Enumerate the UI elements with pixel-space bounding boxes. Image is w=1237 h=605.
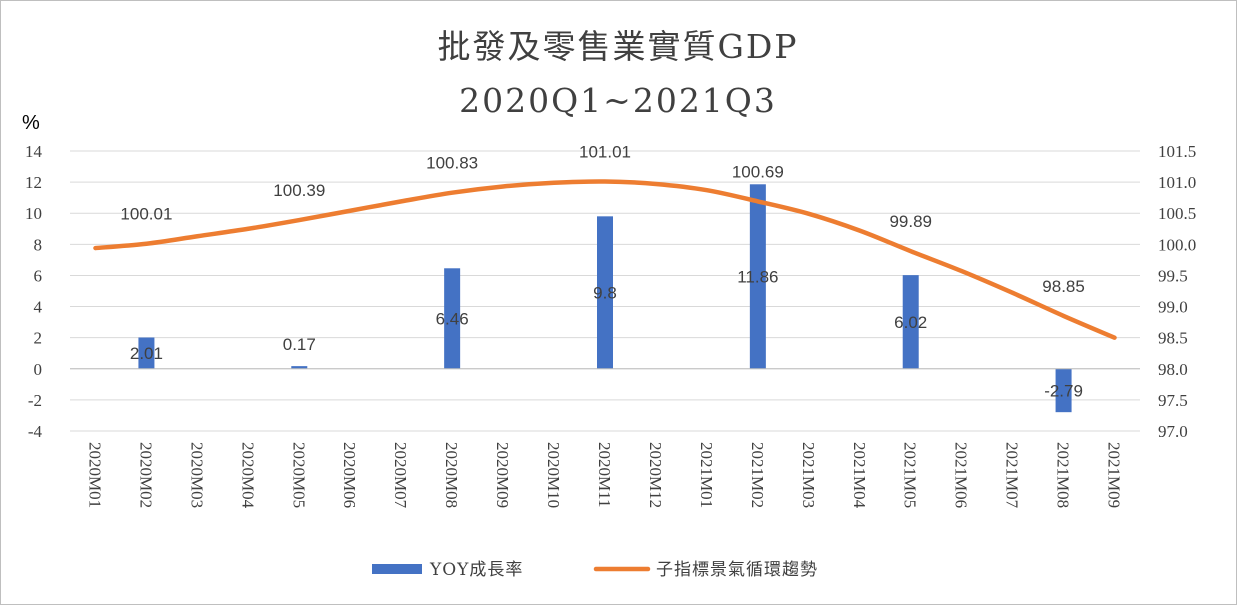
y-right-tick-label: 99.0 — [1158, 298, 1188, 317]
y-right-tick-label: 98.0 — [1158, 360, 1188, 379]
y-left-tick-label: 8 — [34, 235, 43, 254]
y-right-tick-label: 97.5 — [1158, 391, 1188, 410]
x-tick-label: 2021M07 — [1003, 442, 1022, 509]
y-right-tick-label: 101.5 — [1158, 142, 1196, 161]
x-tick-label: 2020M03 — [187, 442, 206, 508]
bar-data-label: 0.17 — [283, 335, 316, 354]
line-data-label: 100.39 — [273, 181, 325, 200]
y-left-tick-label: 4 — [34, 298, 43, 317]
x-tick-label: 2020M09 — [493, 442, 512, 508]
x-tick-label: 2020M06 — [340, 442, 359, 508]
x-tick-label: 2021M08 — [1054, 442, 1073, 508]
trend-line — [93, 179, 1117, 340]
bar-data-label: 11.86 — [737, 268, 778, 287]
legend-bar-swatch — [372, 564, 422, 574]
y-right-tick-label: 99.5 — [1158, 266, 1188, 285]
y-left-tick-label: 12 — [25, 173, 42, 192]
x-tick-label: 2021M06 — [952, 442, 971, 508]
x-tick-label: 2020M07 — [391, 442, 410, 509]
y-right-tick-label: 101.0 — [1158, 173, 1196, 192]
line-data-label: 98.85 — [1042, 277, 1085, 296]
y-left-tick-label: 2 — [34, 329, 43, 348]
bar-data-label: 6.02 — [894, 313, 927, 332]
y-left-tick-label: -4 — [28, 422, 43, 441]
y-left-tick-label: 14 — [25, 142, 43, 161]
bar-data-label: -2.79 — [1044, 381, 1083, 400]
y-right-tick-label: 98.5 — [1158, 329, 1188, 348]
x-tick-label: 2020M02 — [136, 442, 155, 508]
legend-bar-label: YOY成長率 — [429, 560, 523, 580]
bar — [138, 337, 155, 369]
line-data-label: 100.83 — [426, 154, 478, 173]
chart-title: 批發及零售業實質GDP — [437, 27, 798, 66]
x-tick-label: 2021M03 — [799, 442, 818, 508]
y-left-unit: % — [22, 112, 40, 134]
bar — [1055, 368, 1072, 413]
line-data-label: 100.69 — [732, 162, 784, 181]
y-left-tick-label: 10 — [25, 204, 42, 223]
bar — [444, 268, 461, 369]
x-tick-label: 2021M05 — [901, 442, 920, 508]
y-left-tick-label: 0 — [34, 360, 43, 379]
y-left-tick-label: -2 — [28, 391, 42, 410]
x-tick-label: 2020M08 — [442, 442, 461, 508]
bar-data-label: 2.01 — [130, 344, 163, 363]
bar — [597, 216, 613, 369]
y-right-tick-label: 97.0 — [1158, 422, 1188, 441]
x-tick-label: 2020M04 — [238, 442, 257, 509]
legend-line-label: 子指標景氣循環趨勢 — [656, 560, 818, 580]
x-tick-label: 2020M12 — [646, 442, 665, 508]
chart-subtitle: 2020Q1~2021Q3 — [459, 81, 777, 120]
line-data-label: 101.01 — [579, 142, 631, 161]
y-right-tick-label: 100.5 — [1158, 204, 1196, 223]
y-right-tick-label: 100.0 — [1158, 235, 1196, 254]
x-tick-label: 2021M01 — [697, 442, 716, 508]
bar — [291, 366, 308, 369]
x-tick-label: 2021M04 — [850, 442, 869, 509]
x-tick-label: 2020M10 — [544, 442, 563, 508]
bar-data-label: 6.46 — [436, 310, 469, 329]
x-tick-label: 2020M11 — [595, 442, 614, 508]
x-tick-label: 2020M01 — [85, 442, 104, 508]
line-data-label: 100.01 — [120, 205, 172, 224]
line-data-label: 99.89 — [889, 212, 932, 231]
bar — [749, 184, 766, 369]
x-tick-label: 2020M05 — [289, 442, 308, 508]
bar — [902, 275, 919, 369]
x-tick-label: 2021M02 — [748, 442, 767, 508]
y-left-tick-label: 6 — [34, 266, 43, 285]
x-tick-label: 2021M09 — [1105, 442, 1124, 508]
bar-data-label: 9.8 — [593, 284, 617, 303]
